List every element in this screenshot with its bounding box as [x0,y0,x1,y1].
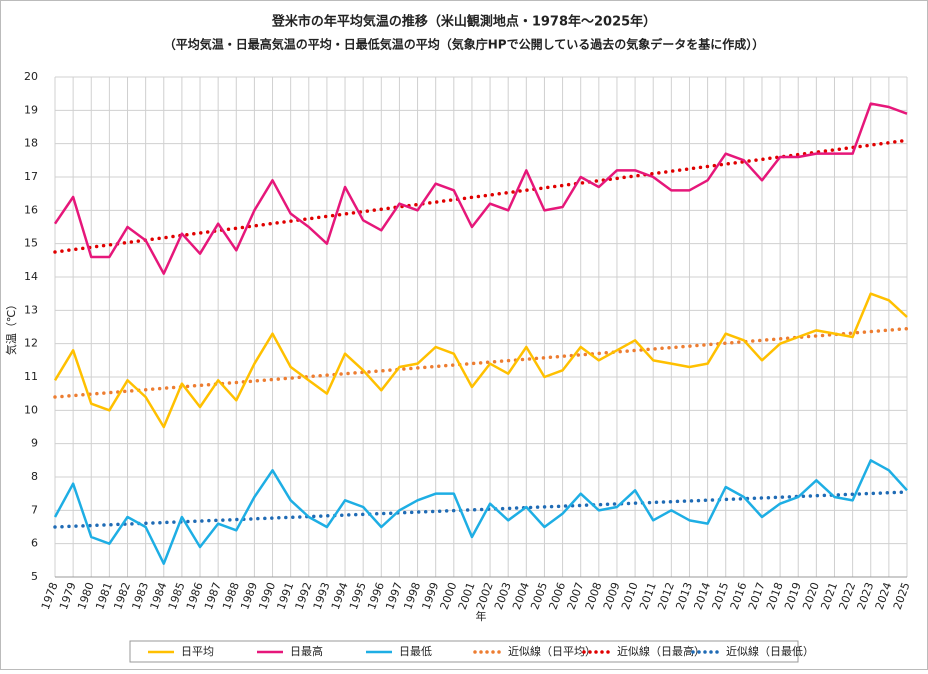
y-tick-label: 10 [24,403,38,416]
y-tick-label: 13 [24,303,38,316]
y-tick-label: 19 [24,103,38,116]
y-tick-label: 12 [24,337,38,350]
y-tick-label: 17 [24,170,38,183]
legend-label: 近似線（日平均） [508,644,596,658]
trend-line [53,326,909,399]
y-tick-label: 9 [31,437,38,450]
y-tick-label: 16 [24,203,38,216]
y-tick-label: 5 [31,570,38,583]
legend-label: 日最高 [290,644,323,658]
y-tick-label: 8 [31,470,38,483]
legend-box [129,640,799,663]
legend-label: 日最低 [399,645,432,658]
y-tick-label: 7 [31,503,38,516]
y-axis-title: 気温（℃） [4,299,18,355]
series-line [53,292,908,429]
y-tick-label: 14 [24,270,38,283]
x-axis-title: 年 [476,609,487,623]
chart-title: 登米市の年平均気温の推移（米山観測地点・1978年～2025年） [271,14,656,30]
y-tick-label: 18 [24,137,38,150]
legend-label: 近似線（日最低） [726,644,814,658]
series-line [53,459,908,565]
chart-subtitle: （平均気温・日最高気温の平均・日最低気温の平均（気象庁HPで公開している過去の気… [164,37,764,52]
legend-label: 日平均 [181,645,214,658]
y-tick-label: 11 [24,370,38,383]
series-line [53,102,908,275]
legend-label: 近似線（日最高） [617,644,705,658]
trend-line [53,490,909,529]
y-tick-label: 20 [24,70,38,83]
y-tick-label: 6 [31,537,38,550]
y-tick-label: 15 [24,237,38,250]
